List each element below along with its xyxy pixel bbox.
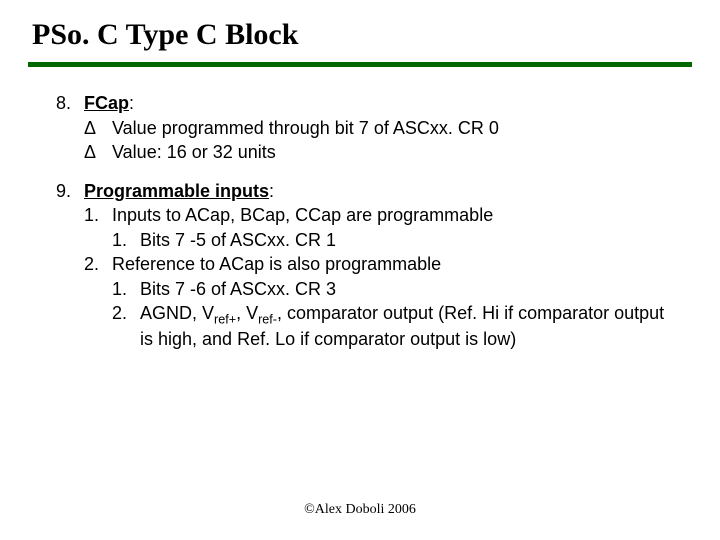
colon: : [129,93,134,113]
list-number: 1. [84,204,112,227]
list-item-8-b: Δ Value: 16 or 32 units [84,141,676,164]
heading-fcap: FCap [84,93,129,113]
list-text: Value programmed through bit 7 of ASCxx.… [112,117,676,140]
list-number: 9. [56,180,84,203]
list-text: Reference to ACap is also programmable [112,253,676,276]
text-fragment: AGND, V [140,303,214,323]
list-number: 1. [112,278,140,301]
list-text: Programmable inputs: [84,180,676,203]
subscript-ref-plus: ref+ [214,313,236,327]
subscript-ref-minus: ref- [258,313,277,327]
list-text: AGND, Vref+, Vref-, comparator output (R… [140,302,676,351]
list-number: 2. [112,302,140,325]
list-text: FCap: [84,92,676,115]
delta-bullet-icon: Δ [84,141,112,164]
list-item-9-2-1: 1. Bits 7 -6 of ASCxx. CR 3 [112,278,676,301]
list-item-9-2-2: 2. AGND, Vref+, Vref-, comparator output… [112,302,676,351]
spacer [56,166,676,180]
list-item-9-1: 1. Inputs to ACap, BCap, CCap are progra… [84,204,676,227]
list-item-8-a: Δ Value programmed through bit 7 of ASCx… [84,117,676,140]
list-number: 8. [56,92,84,115]
heading-prog-inputs: Programmable inputs [84,181,269,201]
delta-bullet-icon: Δ [84,117,112,140]
list-item-9-1-1: 1. Bits 7 -5 of ASCxx. CR 1 [112,229,676,252]
footer-copyright: ©Alex Doboli 2006 [0,502,720,518]
list-text: Value: 16 or 32 units [112,141,676,164]
list-item-9-2: 2. Reference to ACap is also programmabl… [84,253,676,276]
list-item-9: 9. Programmable inputs: [56,180,676,203]
colon: : [269,181,274,201]
list-number: 2. [84,253,112,276]
text-fragment: , V [236,303,258,323]
slide-title: PSo. C Type C Block [32,18,298,52]
list-text: Inputs to ACap, BCap, CCap are programma… [112,204,676,227]
list-item-8: 8. FCap: [56,92,676,115]
list-text: Bits 7 -5 of ASCxx. CR 1 [140,229,676,252]
slide-body: 8. FCap: Δ Value programmed through bit … [56,92,676,353]
list-number: 1. [112,229,140,252]
slide: PSo. C Type C Block 8. FCap: Δ Value pro… [0,0,720,540]
title-rule [28,62,692,67]
list-text: Bits 7 -6 of ASCxx. CR 3 [140,278,676,301]
